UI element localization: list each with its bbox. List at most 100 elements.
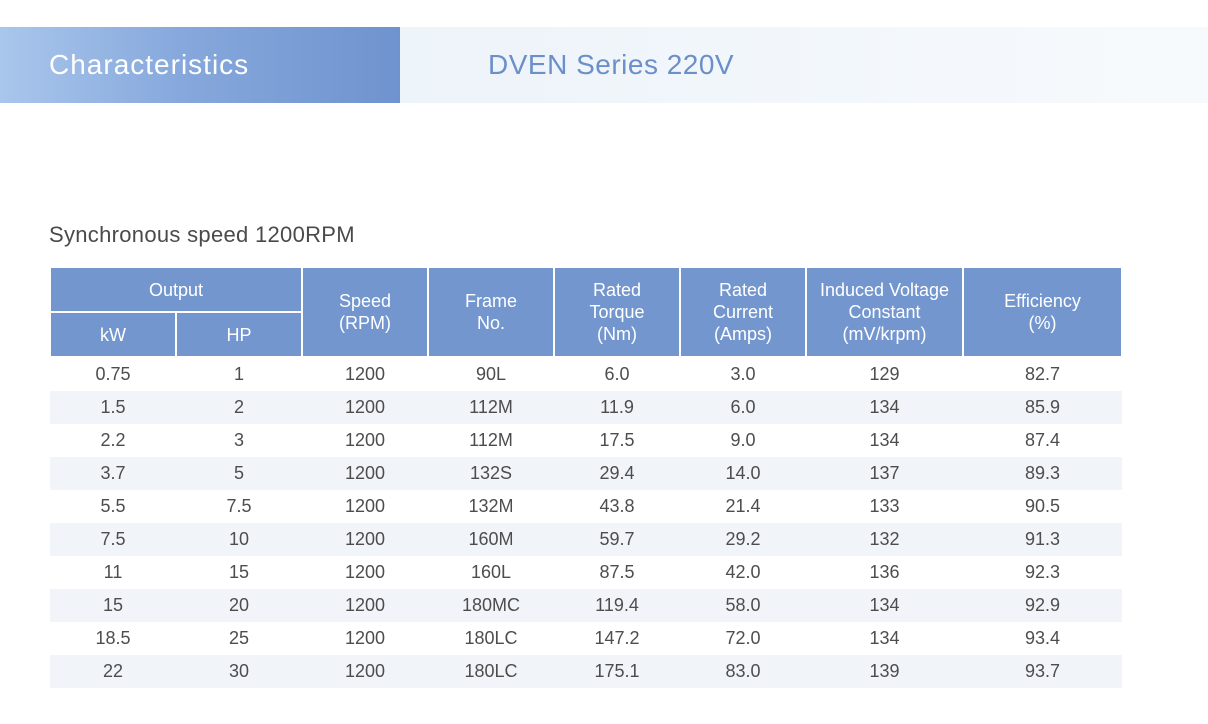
cell-efficiency: 89.3 [963,457,1123,490]
banner-left-panel: Characteristics [0,27,400,103]
header-frame-line-2: No. [477,313,506,333]
header-torque-line-2: Torque [589,302,645,322]
cell-speed: 1200 [302,655,429,688]
header-voltage-line-1: Induced Voltage [819,280,950,300]
cell-torque: 119.4 [554,589,681,622]
cell-frame: 180LC [428,655,555,688]
table-row: 7.5 10 1200 160M 59.7 29.2 132 91.3 [50,523,1123,556]
header-hp: HP [174,311,304,358]
table-row: 1.5 2 1200 112M 11.9 6.0 134 85.9 [50,391,1123,424]
table-row: 22 30 1200 180LC 175.1 83.0 139 93.7 [50,655,1123,688]
cell-voltage: 137 [806,457,964,490]
cell-efficiency: 85.9 [963,391,1123,424]
cell-current: 83.0 [680,655,807,688]
cell-current: 58.0 [680,589,807,622]
header-voltage-line-2: Constant [848,302,921,322]
cell-efficiency: 82.7 [1024,364,1061,384]
cell-kw: 5.5 [100,496,126,516]
cell-torque: 59.7 [554,523,681,556]
header-speed: Speed (RPM) [301,266,430,358]
cell-current: 6.0 [680,391,807,424]
cell-current: 3.0 [730,364,756,384]
cell-kw: 22 [50,655,176,688]
cell-torque: 6.0 [604,364,630,384]
cell-efficiency: 91.3 [963,523,1123,556]
header-banner: Characteristics DVEN Series 220V [0,27,1208,103]
cell-efficiency: 87.4 [1024,430,1061,450]
table-row: 18.5 25 1200 180LC 147.2 72.0 134 93.4 [50,622,1122,655]
cell-hp: 10 [176,523,303,556]
cell-frame: 160M [428,523,555,556]
cell-frame: 112M [469,430,513,450]
cell-speed: 1200 [302,391,429,424]
header-current: Rated Current (Amps) [679,266,808,358]
header-kw: kW [49,311,177,358]
section-title: Synchronous speed 1200RPM [49,222,355,247]
cell-kw: 0.75 [95,364,131,384]
header-output: Output [48,266,304,313]
header-efficiency-line-2: (%) [1028,313,1057,333]
cell-speed: 1200 [302,457,429,490]
cell-torque: 147.2 [594,628,640,648]
header-voltage: Induced Voltage Constant (mV/krpm) [805,266,965,358]
header-speed-line-1: Speed [338,291,392,311]
cell-efficiency: 90.5 [1024,496,1061,516]
cell-voltage: 136 [869,562,900,582]
cell-hp: 2 [176,391,303,424]
cell-frame: 132S [428,457,555,490]
header-row-2: kW HP [49,311,1122,358]
header-row-1: Output Speed (RPM) Frame No. Rated Torqu… [48,266,1124,358]
cell-hp: 3 [234,430,245,450]
cell-kw: 3.7 [50,457,176,490]
header-current-line-2: Current [713,302,774,322]
cell-frame: 112M [428,391,555,424]
cell-torque: 175.1 [554,655,681,688]
cell-kw: 2.2 [100,430,126,450]
cell-voltage: 134 [806,589,964,622]
cell-voltage: 133 [869,496,900,516]
cell-hp: 5 [176,457,303,490]
header-frame-line-1: Frame [465,291,518,311]
cell-torque: 11.9 [554,391,681,424]
cell-voltage: 132 [806,523,964,556]
cell-hp: 30 [176,655,303,688]
table-row: 11 15 1200 160L 87.5 42.0 136 92.3 [50,556,1122,589]
cell-current: 9.0 [730,430,756,450]
cell-hp: 7.5 [226,496,252,516]
cell-frame: 132M [468,496,514,516]
cell-speed: 1200 [344,628,386,648]
cell-voltage: 134 [869,430,900,450]
table-row: 15 20 1200 180MC 119.4 58.0 134 92.9 [50,589,1123,622]
cell-efficiency: 92.3 [1024,562,1061,582]
table-row: 5.5 7.5 1200 132M 43.8 21.4 133 90.5 [50,490,1122,523]
banner-left-title: Characteristics [49,49,250,80]
spec-table: Output Speed (RPM) Frame No. Rated Torqu… [48,266,1124,688]
table-row: 0.75 1 1200 90L 6.0 3.0 129 82.7 [50,357,1122,391]
table-body: 0.75 1 1200 90L 6.0 3.0 129 82.7 1.5 2 1200 112M 11… [50,357,1123,688]
cell-kw: 18.5 [95,628,131,648]
banner-right-title: DVEN Series 220V [488,49,735,80]
cell-voltage: 134 [869,628,900,648]
cell-kw: 11 [103,562,123,582]
cell-voltage: 139 [806,655,964,688]
cell-current: 29.2 [680,523,807,556]
header-torque: Rated Torque (Nm) [553,266,682,358]
cell-current: 21.4 [725,496,761,516]
cell-frame: 90L [475,364,507,384]
header-efficiency-line-1: Efficiency [1004,291,1081,311]
cell-voltage: 129 [869,364,900,384]
cell-efficiency: 93.4 [1024,628,1061,648]
cell-torque: 43.8 [599,496,635,516]
cell-speed: 1200 [302,523,429,556]
cell-voltage: 134 [806,391,964,424]
cell-frame: 180MC [428,589,555,622]
cell-speed: 1200 [302,589,429,622]
table-row: 2.2 3 1200 112M 17.5 9.0 134 87.4 [50,424,1122,457]
header-current-line-3: (Amps) [714,324,773,344]
cell-current: 14.0 [680,457,807,490]
header-frame: Frame No. [427,266,556,358]
cell-speed: 1200 [344,430,386,450]
cell-speed: 1200 [344,364,386,384]
cell-kw: 15 [50,589,176,622]
header-speed-line-2: (RPM) [339,313,392,333]
